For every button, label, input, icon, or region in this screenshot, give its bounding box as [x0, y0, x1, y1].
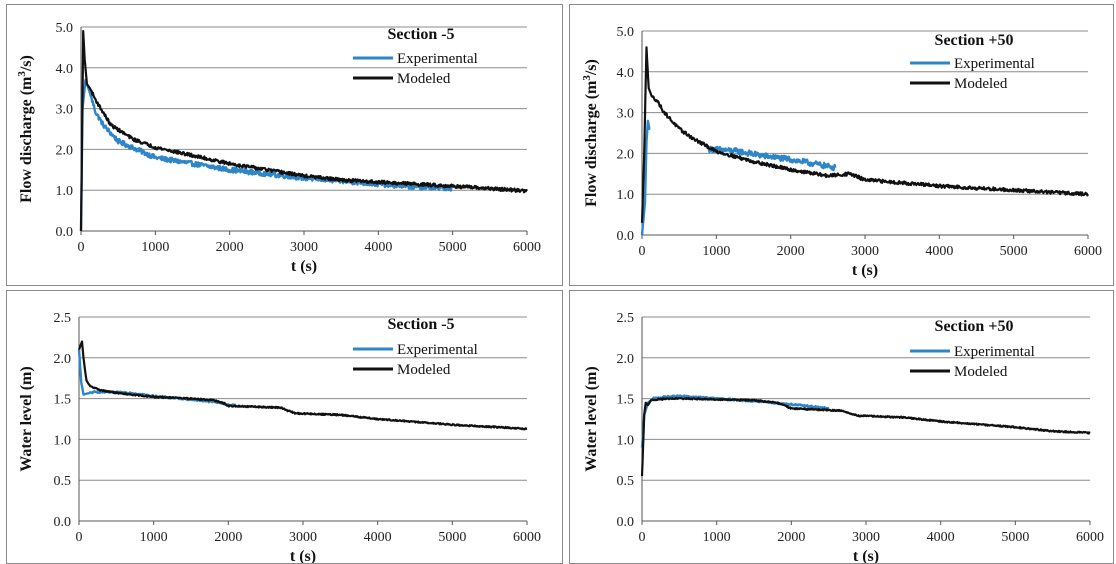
- series-line-experimental: [707, 145, 837, 172]
- x-tick-label: 4000: [927, 530, 955, 545]
- y-tick-label: 0.5: [54, 474, 72, 489]
- y-axis-title: Flow discharge (m3/s): [581, 59, 600, 207]
- y-tick-label: 1.5: [617, 393, 635, 408]
- legend-label-experimental: Experimental: [954, 56, 1035, 72]
- x-tick-label: 5000: [1000, 244, 1028, 259]
- x-axis-title: t (s): [853, 548, 879, 564]
- chart-discharge-section-plus50: 0.0 1.0 2.0 3.0 4.0 5.0 0 1000 2000 3000 4000 5000 6…: [581, 25, 1102, 279]
- legend-label-modeled: Modeled: [954, 76, 1008, 92]
- chart-panel-discharge-section-plus50: 0.0 1.0 2.0 3.0 4.0 5.0 0 1000 2000 3000 4000 5000 6…: [569, 4, 1114, 286]
- chart-title: Section +50: [935, 32, 1014, 49]
- y-tick-label: 0.0: [54, 515, 72, 530]
- chart-title: Section -5: [387, 316, 454, 333]
- y-tick-label: 0.5: [617, 474, 635, 489]
- x-tick-label: 2000: [214, 530, 242, 545]
- x-tick-label: 1000: [703, 530, 731, 545]
- series-line-modeled: [640, 396, 1091, 477]
- chart-panel-waterlevel-section-plus50: 0.0 0.5 1.0 1.5 2.0 2.5 0 1000 2000 3000 4000 5000 6…: [569, 290, 1114, 564]
- chart-panel-waterlevel-section-minus5: 0.0 0.5 1.0 1.5 2.0 2.5 0 1000 2000 3000 4000 5000 6…: [6, 290, 563, 564]
- y-tick-label: 1.0: [56, 184, 74, 199]
- y-tick-label: 4.0: [617, 66, 635, 81]
- x-tick-label: 3000: [289, 530, 317, 545]
- legend-label-modeled: Modeled: [397, 71, 451, 87]
- x-axis-title: t (s): [291, 258, 317, 275]
- x-tick-label: 6000: [513, 240, 541, 255]
- y-tick-label: 2.0: [617, 147, 635, 162]
- x-tick-label: 2000: [777, 244, 805, 259]
- x-tick-label: 5000: [439, 240, 467, 255]
- y-tick-label: 1.5: [54, 393, 72, 408]
- y-axis-title: Water level (m): [583, 366, 600, 471]
- y-tick-label: 0.0: [56, 225, 74, 240]
- x-tick-label: 1000: [140, 530, 168, 545]
- y-tick-label: 0.0: [617, 515, 635, 530]
- x-axis-title: t (s): [852, 262, 878, 279]
- chart-discharge-section-minus5: 0.0 1.0 2.0 3.0 4.0 5.0 0 1000 2000 3000 4000 5000 6…: [16, 21, 541, 275]
- x-tick-label: 6000: [1076, 530, 1104, 545]
- series-line-modeled: [79, 30, 528, 232]
- y-tick-label: 2.5: [54, 311, 72, 326]
- y-tick-label: 0.0: [617, 229, 635, 244]
- y-tick-label: 1.0: [54, 433, 72, 448]
- x-tick-label: 0: [78, 240, 85, 255]
- y-tick-label: 2.0: [56, 143, 74, 158]
- x-tick-label: 3000: [852, 530, 880, 545]
- x-tick-label: 2000: [777, 530, 805, 545]
- legend-label-modeled: Modeled: [397, 362, 451, 378]
- legend-label-experimental: Experimental: [954, 344, 1035, 360]
- y-tick-label: 2.0: [54, 352, 72, 367]
- x-axis-title: t (s): [290, 548, 316, 564]
- x-tick-label: 5000: [438, 530, 466, 545]
- x-tick-label: 2000: [216, 240, 244, 255]
- chart-waterlevel-section-plus50: 0.0 0.5 1.0 1.5 2.0 2.5 0 1000 2000 3000 4000 5000 6…: [583, 311, 1104, 564]
- y-tick-label: 4.0: [56, 62, 74, 77]
- y-tick-label: 2.0: [617, 352, 635, 367]
- y-tick-label: 5.0: [56, 21, 74, 36]
- y-tick-label: 5.0: [617, 25, 635, 40]
- legend-label-experimental: Experimental: [397, 51, 478, 67]
- series-line-experimental: [79, 78, 454, 232]
- x-tick-label: 4000: [364, 530, 392, 545]
- x-tick-label: 0: [639, 244, 646, 259]
- x-tick-label: 4000: [364, 240, 392, 255]
- chart-waterlevel-section-minus5: 0.0 0.5 1.0 1.5 2.0 2.5 0 1000 2000 3000 4000 5000 6…: [18, 311, 541, 564]
- series-line-experimental: [640, 119, 651, 236]
- y-axis-title: Flow discharge (m3/s): [16, 55, 35, 203]
- y-tick-label: 2.5: [617, 311, 635, 326]
- chart-panel-discharge-section-minus5: 0.0 1.0 2.0 3.0 4.0 5.0 0 1000 2000 3000 4000 5000 6…: [6, 4, 563, 286]
- legend-label-experimental: Experimental: [397, 342, 478, 358]
- x-tick-label: 1000: [702, 244, 730, 259]
- x-tick-label: 6000: [1074, 244, 1102, 259]
- series-line-modeled: [640, 46, 1089, 223]
- chart-title: Section +50: [935, 318, 1014, 335]
- x-tick-label: 5000: [1001, 530, 1029, 545]
- y-tick-label: 1.0: [617, 433, 635, 448]
- y-axis-title: Water level (m): [18, 366, 35, 471]
- x-tick-label: 6000: [513, 530, 541, 545]
- y-tick-label: 3.0: [56, 103, 74, 118]
- x-tick-label: 3000: [851, 244, 879, 259]
- x-tick-label: 0: [76, 530, 83, 545]
- x-tick-label: 4000: [925, 244, 953, 259]
- chart-title: Section -5: [387, 26, 454, 43]
- y-tick-label: 1.0: [617, 188, 635, 203]
- y-tick-label: 3.0: [617, 107, 635, 122]
- x-tick-label: 3000: [290, 240, 318, 255]
- legend-label-modeled: Modeled: [954, 364, 1008, 380]
- x-tick-label: 1000: [141, 240, 169, 255]
- series-line-modeled: [77, 340, 528, 431]
- x-tick-label: 0: [639, 530, 646, 545]
